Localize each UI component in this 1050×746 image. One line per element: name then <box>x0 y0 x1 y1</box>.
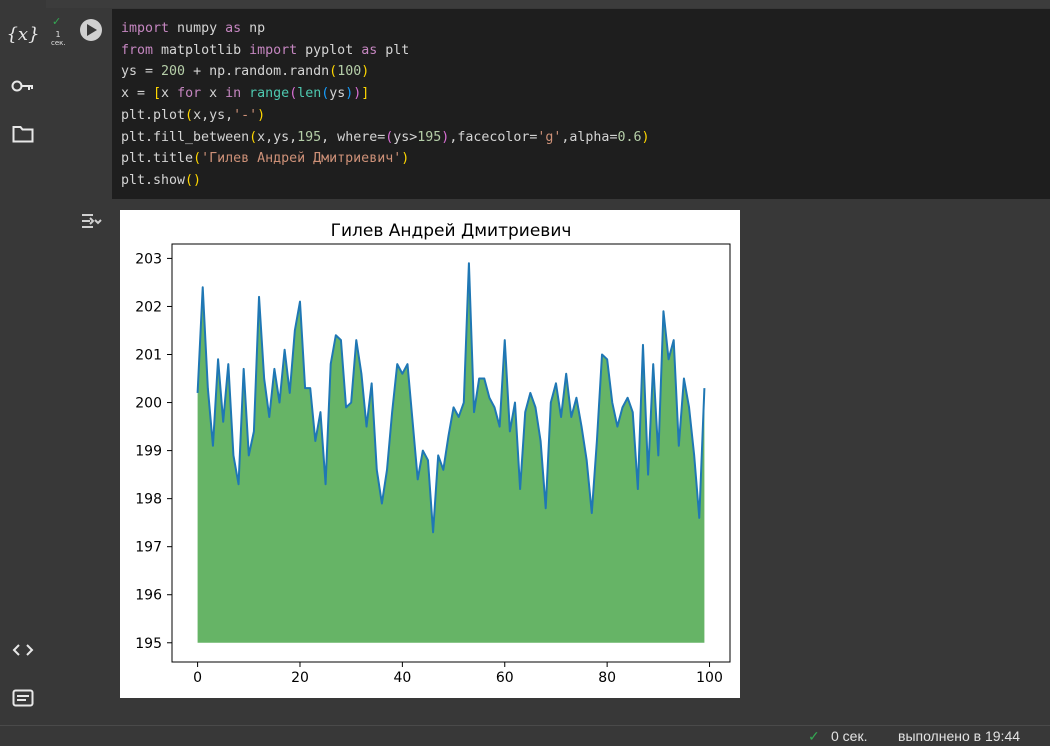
x-tick-label: 80 <box>598 670 616 686</box>
exec-count-value: 1 <box>55 30 61 39</box>
plot-output: 0 20 40 60 80 100 195 196 197 198 199 200 201 202 203 Г… <box>120 210 740 698</box>
fill-area <box>197 263 705 643</box>
cell-gutter <box>46 8 68 725</box>
top-strip <box>0 0 1050 8</box>
execution-count: 1 сек. <box>51 30 66 48</box>
code-line-7: plt.title('Гилев Андрей Дмитриевич') <box>121 151 410 167</box>
axes-frame <box>171 243 731 663</box>
code-line-6: plt.fill_between(x,ys,195, where=(ys>195… <box>121 129 650 145</box>
y-tick-label: 202 <box>135 299 162 315</box>
x-tick-label: 0 <box>193 670 202 686</box>
exec-count-unit: сек. <box>51 39 66 47</box>
folder-icon[interactable] <box>9 121 37 147</box>
status-bar: ✓ 0 сек. выполнено в 19:44 <box>0 725 1050 746</box>
code-line-1: import numpy as np <box>121 21 266 36</box>
code-line-2: from matplotlib import pyplot as plt <box>121 42 410 58</box>
x-tick-label: 100 <box>696 670 723 686</box>
success-check-icon: ✓ <box>52 15 62 28</box>
chart-svg: 0 20 40 60 80 100 195 196 197 198 199 200 201 202 203 Г… <box>135 221 731 686</box>
code-snippets-icon[interactable] <box>9 637 37 663</box>
y-tick-label: 196 <box>135 588 162 604</box>
x-tick-label: 20 <box>291 670 309 686</box>
code-editor[interactable]: import numpy as np from matplotlib impor… <box>112 9 1050 199</box>
y-tick-label: 201 <box>135 348 162 364</box>
code-line-5: plt.plot(x,ys,'-') <box>121 107 266 123</box>
left-sidebar: {x} <box>0 0 46 725</box>
variables-icon[interactable]: {x} <box>6 23 40 45</box>
run-cell-button[interactable] <box>80 19 102 41</box>
x-tick-label: 40 <box>393 670 411 686</box>
status-check-icon: ✓ <box>808 728 820 744</box>
series-line <box>196 262 706 534</box>
y-tick-label: 200 <box>135 396 162 412</box>
y-tick-label: 198 <box>135 492 162 508</box>
status-completed-at[interactable]: выполнено в 19:44 <box>898 728 1021 744</box>
chart-title: Гилев Андрей Дмитриевич <box>331 221 572 241</box>
y-tick-label: 195 <box>135 636 162 652</box>
key-icon[interactable] <box>9 73 37 99</box>
terminal-icon[interactable] <box>9 685 37 711</box>
x-tick-label: 60 <box>496 670 514 686</box>
status-exec-time: 0 сек. <box>831 728 868 744</box>
y-tick-label: 197 <box>135 540 162 556</box>
output-collapse-icon <box>82 214 102 228</box>
output-toggle-button[interactable] <box>80 212 102 230</box>
code-line-8: plt.show() <box>121 172 202 188</box>
code-line-4: x = [x for x in range(len(ys))] <box>121 86 370 102</box>
code-line-3: ys = 200 + np.random.randn(100) <box>121 64 370 80</box>
play-icon <box>87 24 97 36</box>
y-tick-label: 199 <box>135 444 162 460</box>
y-tick-label: 203 <box>135 251 162 267</box>
